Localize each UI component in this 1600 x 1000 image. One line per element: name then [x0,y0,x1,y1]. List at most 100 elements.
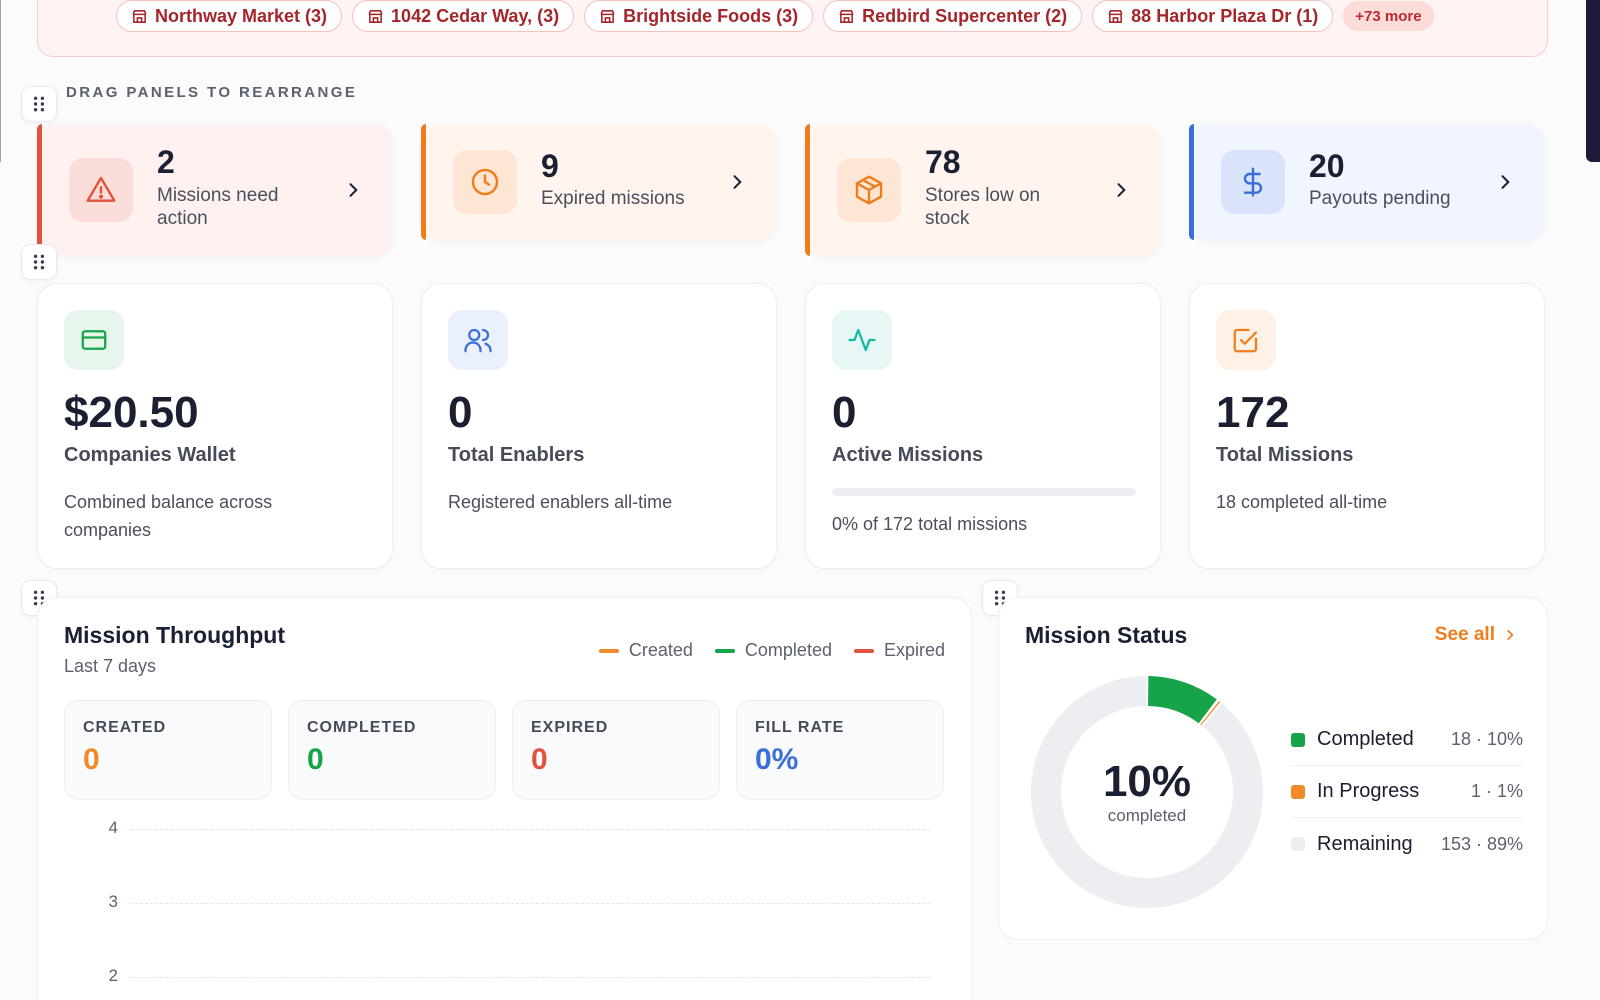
activity-icon [848,328,876,352]
status-name: Remaining [1317,832,1413,855]
alert-card-payouts-pending[interactable]: 20 Payouts pending [1189,124,1545,240]
clock-icon [471,168,499,196]
grid-line [130,903,930,904]
stat-title: Total Missions [1216,444,1354,466]
grid-line [130,829,930,830]
stat-title: Active Missions [832,444,984,466]
warning-icon [86,176,116,202]
store-chip[interactable]: Northway Market (3) [116,0,343,32]
alert-accent-bar [37,124,42,256]
stat-description: 18 completed all-time [1216,492,1388,512]
chevron-right-icon [1117,183,1126,197]
metric-label: FILL RATE [755,719,845,736]
status-row-in-progress: In Progress 1 · 1% [1291,766,1523,818]
stat-description: Registered enablers all-time [448,492,673,512]
stat-value: 0 [448,388,473,437]
legend-item-completed: Completed [714,640,832,661]
store-chip-label: Northway Market (3) [155,5,328,26]
stat-card-total-missions: 172 Total Missions 18 completed all-time [1189,283,1545,569]
status-donut: 10% completed [1029,674,1265,910]
store-chip[interactable]: Redbird Supercenter (2) [823,0,1083,32]
grip-icon [33,254,45,270]
store-chip[interactable]: 1042 Cedar Way, (3) [352,0,575,32]
metric-fill-rate: FILL RATE 0% [736,700,944,800]
window-edge [0,0,1,162]
donut-caption: completed [1107,806,1187,825]
box-icon [855,175,883,205]
mission-status-panel: Mission Status See all 10% completed Com… [998,597,1548,940]
more-stores-button[interactable]: +73 more [1343,1,1434,31]
see-all-link[interactable]: See all [1435,624,1517,646]
grip-icon [33,96,45,112]
wallet-icon [81,330,107,350]
alert-label: Stores low on stock [925,185,1041,229]
metric-created: CREATED 0 [64,700,272,800]
alert-value: 9 [541,148,559,184]
stat-card-active-missions: 0 Active Missions 0% of 172 total missio… [805,283,1161,569]
alert-card-missions-need-action[interactable]: 2 Missions need action [37,124,393,256]
alert-value: 20 [1309,148,1345,184]
checkbox-icon [1233,328,1258,353]
store-chips: Northway Market (3) 1042 Cedar Way, (3) … [116,0,1434,32]
alert-accent-bar [805,124,810,256]
stat-icon-box [1216,310,1276,370]
stat-card-total-enablers: 0 Total Enablers Registered enablers all… [421,283,777,569]
status-dot [1291,837,1305,851]
alert-icon-box [837,158,901,222]
status-name: In Progress [1317,780,1420,802]
throughput-metrics: CREATED 0 COMPLETED 0 EXPIRED 0 FILL RAT… [64,700,944,800]
legend-label: Completed [744,640,832,660]
alert-card-stores-low-on-stock[interactable]: 78 Stores low on stock [805,124,1161,256]
drag-handle-alerts[interactable] [21,86,57,122]
status-dot [1291,732,1305,747]
metric-value: 0 [83,743,100,776]
store-chip[interactable]: Brightside Foods (3) [584,0,814,32]
dollar-icon [1243,167,1263,197]
grid-line [130,977,930,978]
drag-handle-stats[interactable] [21,244,57,280]
chevron-right-icon [349,183,358,197]
legend-swatch [853,648,874,653]
stat-value: 172 [1216,388,1290,437]
metric-completed: COMPLETED 0 [288,700,496,800]
alert-icon-box [453,150,517,214]
panel-title: Mission Status [1025,622,1188,648]
alert-card-expired-missions[interactable]: 9 Expired missions [421,124,777,240]
stat-icon-box [448,310,508,370]
legend-item-expired: Expired [853,640,945,661]
alert-icon-box [1221,150,1285,214]
alert-value: 2 [157,144,175,180]
donut-chart [1031,676,1263,908]
donut-slice-remaining [1031,676,1263,908]
panel-title: Mission Throughput [64,622,286,648]
status-count: 1 · 1% [1470,781,1523,801]
stat-title: Total Enablers [448,444,585,466]
store-icon [1108,9,1123,23]
donut-slice-in-progress [1200,701,1221,726]
drag-panels-label: DRAG PANELS TO REARRANGE [66,84,358,101]
legend-label: Expired [883,640,945,660]
donut-percent: 10% [1102,757,1192,806]
metric-value: 0% [755,743,799,776]
metric-value: 0 [307,743,324,776]
alert-label: Missions need action [157,185,279,229]
y-tick-label: 2 [108,966,118,985]
alert-icon-box [69,158,133,222]
status-count: 18 · 10% [1450,729,1523,749]
y-tick-label: 3 [108,892,118,911]
legend-swatch [714,648,735,653]
legend-item-created: Created [598,640,693,661]
status-row-remaining: Remaining 153 · 89% [1291,818,1523,870]
donut-slice-completed [1147,676,1217,724]
status-dot [1291,784,1305,799]
store-chip-label: Brightside Foods (3) [623,5,799,26]
store-chip-label: 1042 Cedar Way, (3) [391,5,560,26]
store-icon [839,9,854,23]
stat-icon-box [64,310,124,370]
throughput-chart: 4 3 2 [98,818,978,1000]
stat-icon-box [832,310,892,370]
mission-throughput-panel: Mission Throughput Last 7 days Created C… [37,597,972,1000]
chart-legend: Created Completed Expired [598,640,945,661]
store-chip[interactable]: 88 Harbor Plaza Dr (1) [1092,0,1334,32]
stat-value: $20.50 [64,388,199,437]
